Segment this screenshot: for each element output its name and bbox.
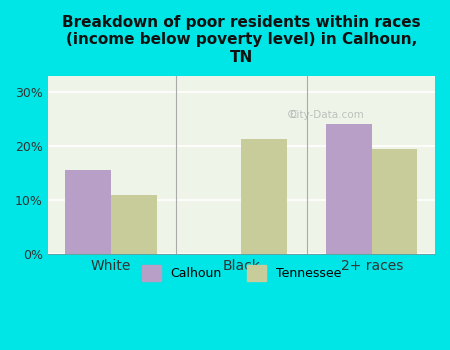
- Bar: [65, 170, 111, 254]
- Bar: [326, 124, 372, 254]
- Text: City-Data.com: City-Data.com: [289, 110, 364, 120]
- Title: Breakdown of poor residents within races
(income below poverty level) in Calhoun: Breakdown of poor residents within races…: [62, 15, 421, 65]
- Text: ⊙: ⊙: [287, 108, 297, 121]
- Bar: [111, 195, 157, 254]
- Bar: [372, 149, 418, 254]
- Legend: Calhoun, Tennessee: Calhoun, Tennessee: [135, 259, 347, 287]
- Bar: [241, 139, 287, 254]
